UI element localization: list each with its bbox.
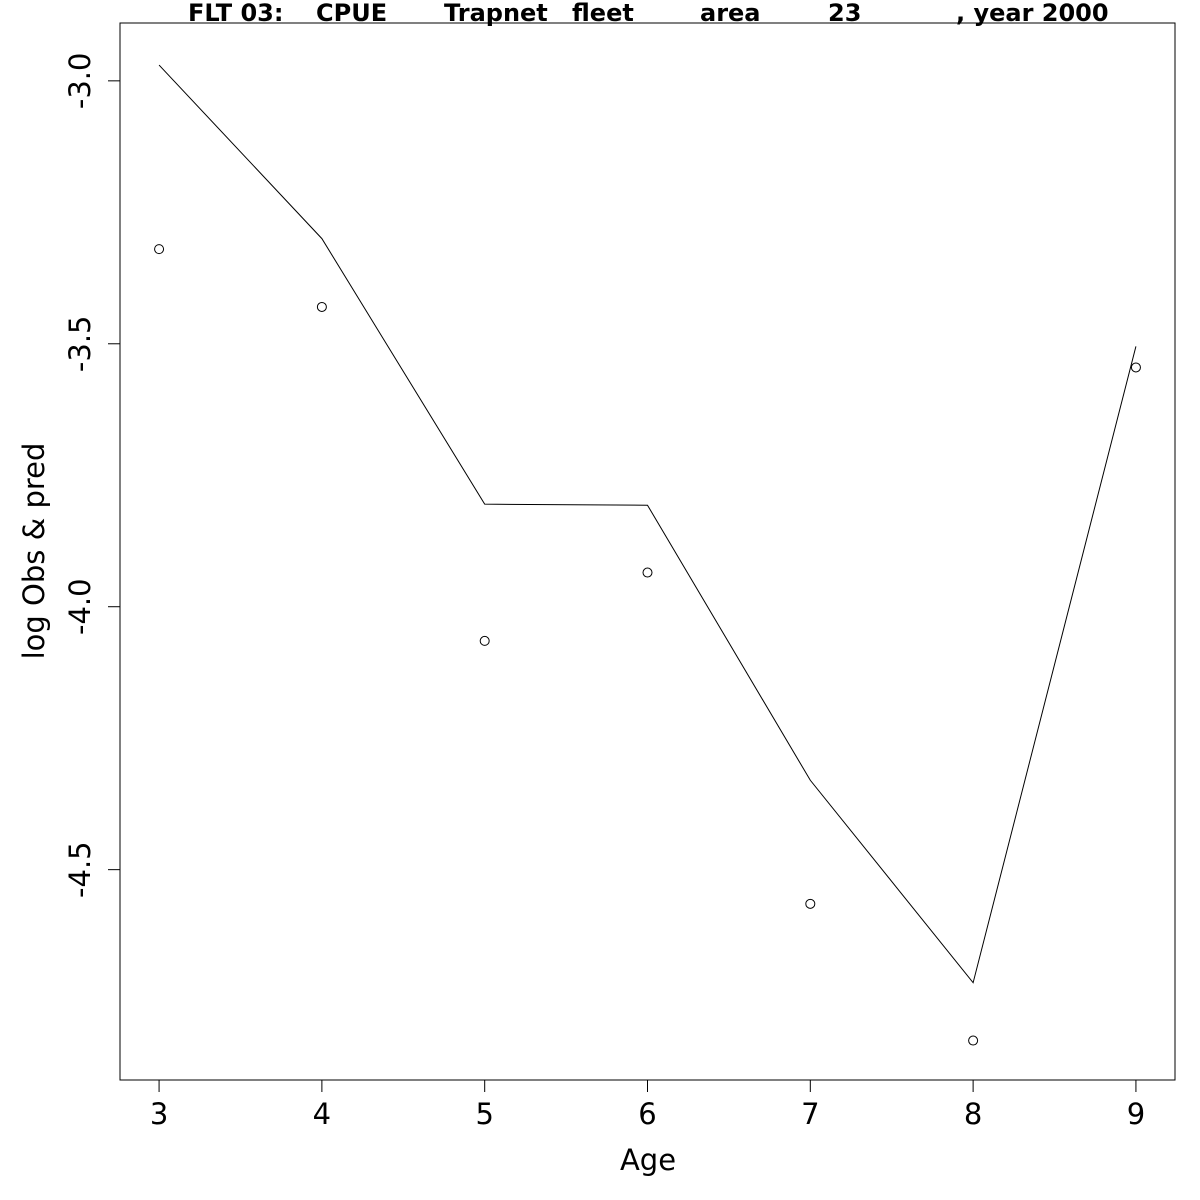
observed-series: [154, 244, 1141, 1046]
y-tick-label: -3.0: [63, 53, 97, 110]
y-axis: -4.5 -4.0 -3.5 -3.0: [63, 53, 121, 898]
x-axis-title: Age: [620, 1143, 676, 1177]
observed-point: [968, 1035, 979, 1046]
y-tick-label: -3.5: [63, 315, 97, 372]
predicted-line: [158, 64, 1137, 984]
y-tick-label: -4.0: [63, 578, 97, 635]
x-tick-label: 3: [150, 1097, 168, 1131]
observed-point: [805, 898, 816, 909]
y-tick-label: -4.5: [63, 841, 97, 898]
x-tick-label: 9: [1127, 1097, 1145, 1131]
observed-point: [642, 567, 653, 578]
x-tick-label: 7: [801, 1097, 819, 1131]
observed-point: [479, 635, 490, 646]
x-tick-label: 5: [475, 1097, 493, 1131]
observed-point: [316, 301, 327, 312]
x-tick-label: 8: [964, 1097, 982, 1131]
predicted-series: [158, 64, 1137, 984]
x-tick-label: 4: [313, 1097, 331, 1131]
x-axis: 3 4 5 6 7 8 9: [150, 1079, 1145, 1131]
observed-point: [1130, 362, 1141, 373]
observed-point: [154, 244, 165, 255]
x-tick-label: 6: [638, 1097, 656, 1131]
y-axis-title: log Obs & pred: [17, 443, 51, 660]
